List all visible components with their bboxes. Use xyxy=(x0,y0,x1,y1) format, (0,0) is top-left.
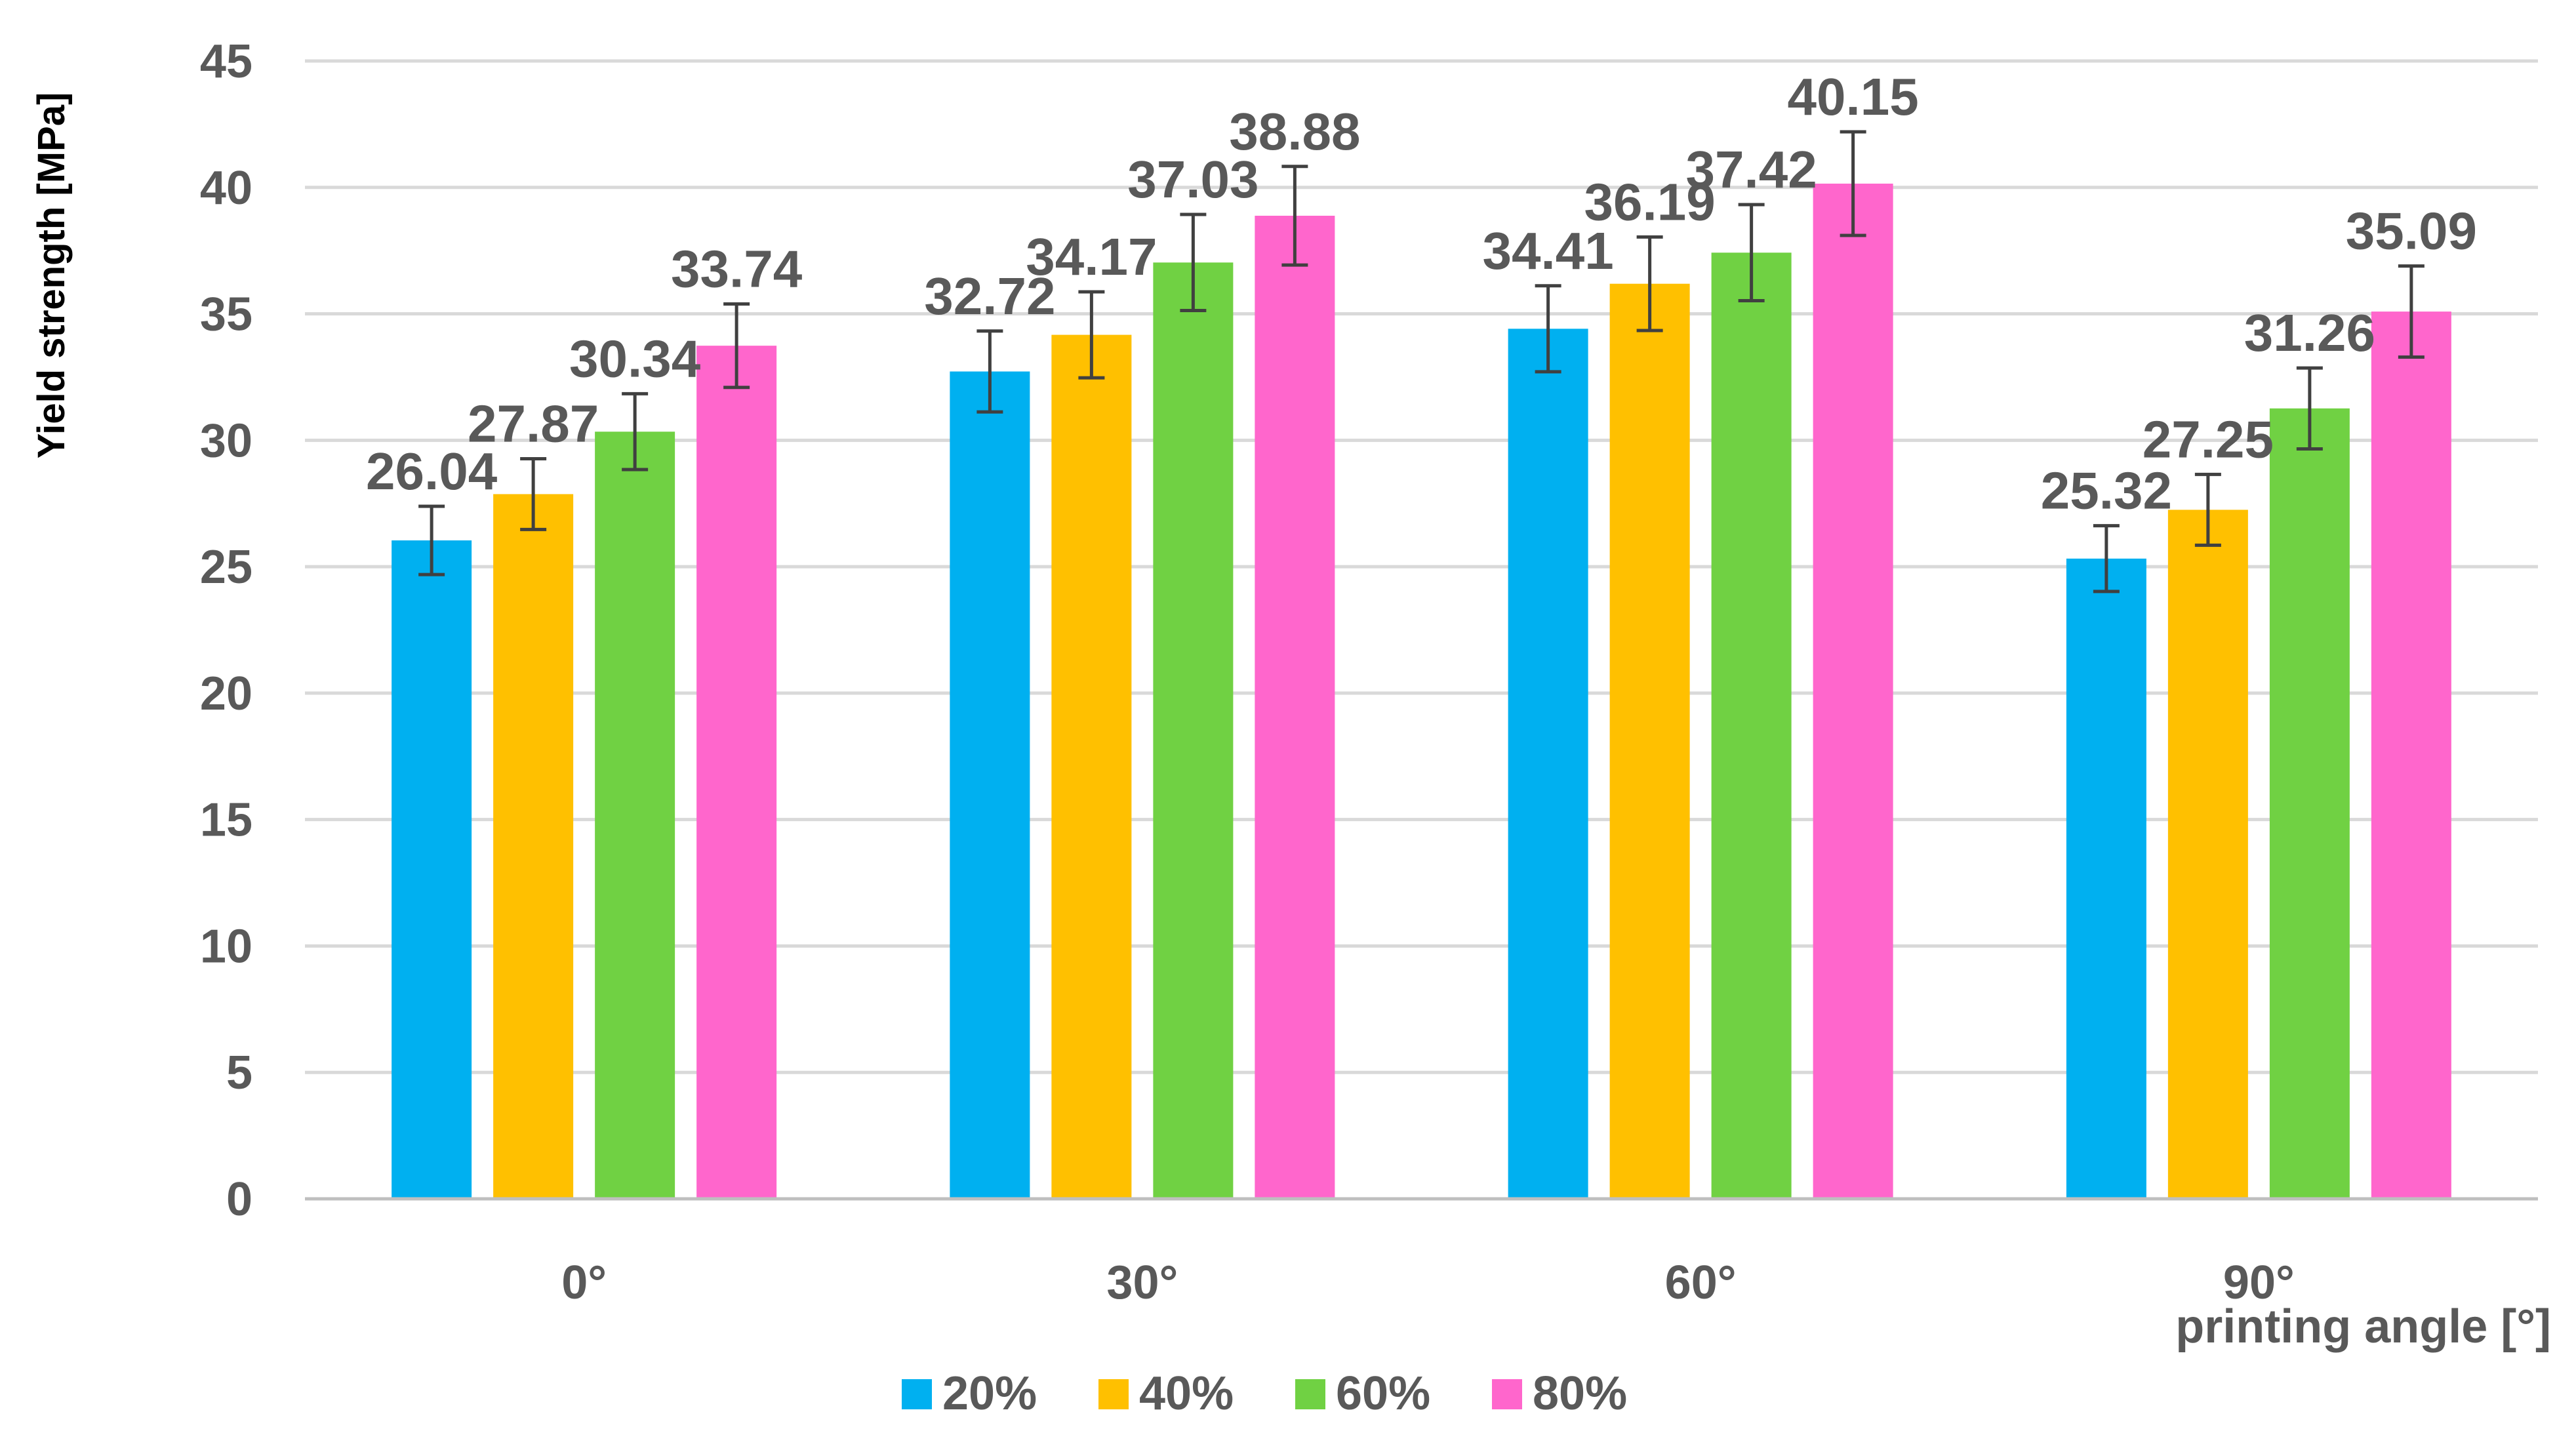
legend-swatch xyxy=(902,1379,932,1409)
bar xyxy=(2066,558,2146,1199)
y-tick-label: 0 xyxy=(226,1173,252,1226)
bar xyxy=(1711,252,1792,1199)
bars xyxy=(392,183,2451,1199)
data-label: 32.72 xyxy=(924,267,1055,325)
y-tick-label: 25 xyxy=(200,541,252,594)
data-label: 37.42 xyxy=(1686,140,1817,199)
y-axis: 0 5 10 15 20 25 30 35 40 45 xyxy=(200,35,252,1226)
data-label: 34.41 xyxy=(1483,222,1614,280)
x-axis-title: printing angle [°] xyxy=(2175,1300,2551,1353)
legend-label: 80% xyxy=(1533,1367,1627,1420)
x-tick-label: 30° xyxy=(1106,1257,1178,1309)
data-label: 27.87 xyxy=(468,394,599,453)
legend-swatch xyxy=(1098,1379,1129,1409)
legend-swatch xyxy=(1295,1379,1325,1409)
bar xyxy=(1508,329,1588,1199)
legend: 20% 40% 60% 80% xyxy=(902,1367,1627,1420)
data-label: 31.26 xyxy=(2244,304,2375,362)
data-label: 34.17 xyxy=(1026,228,1157,286)
bar xyxy=(1609,283,1690,1199)
x-tick-label: 60° xyxy=(1665,1257,1737,1309)
bar xyxy=(2167,510,2248,1199)
bar xyxy=(1051,334,1132,1199)
data-label: 26.04 xyxy=(366,442,498,500)
data-label: 40.15 xyxy=(1788,68,1919,126)
data-label: 25.32 xyxy=(2041,462,2172,520)
x-axis: 0° 30° 60° 90° xyxy=(305,1197,2538,1309)
x-tick-label: 90° xyxy=(2223,1257,2295,1309)
data-label: 36.19 xyxy=(1584,172,1716,231)
data-label: 27.25 xyxy=(2143,410,2274,468)
y-tick-label: 30 xyxy=(200,414,252,467)
bar xyxy=(2269,408,2350,1199)
bar xyxy=(696,346,777,1199)
bar xyxy=(1255,215,1335,1199)
data-label: 30.34 xyxy=(569,329,701,388)
data-label: 35.09 xyxy=(2346,202,2477,260)
y-tick-label: 40 xyxy=(200,162,252,214)
error-bars xyxy=(418,130,2425,594)
legend-label: 60% xyxy=(1336,1367,1430,1420)
y-axis-title: Yield strength [MPa] xyxy=(30,92,73,459)
bar xyxy=(1813,183,1893,1199)
bar xyxy=(595,432,675,1199)
data-label: 33.74 xyxy=(671,240,803,298)
bar xyxy=(950,371,1030,1199)
bar xyxy=(2371,312,2451,1199)
bar xyxy=(392,540,472,1199)
data-label: 38.88 xyxy=(1229,102,1360,161)
x-tick-label: 0° xyxy=(561,1257,607,1309)
bar xyxy=(493,494,574,1199)
legend-label: 20% xyxy=(942,1367,1037,1420)
bar xyxy=(1153,262,1234,1199)
y-tick-label: 15 xyxy=(200,794,252,847)
legend-swatch xyxy=(1492,1379,1522,1409)
legend-label: 40% xyxy=(1139,1367,1234,1420)
y-tick-label: 5 xyxy=(226,1047,252,1099)
y-tick-label: 20 xyxy=(200,668,252,720)
y-tick-label: 10 xyxy=(200,920,252,973)
y-tick-label: 45 xyxy=(200,35,252,88)
gridlines xyxy=(305,59,2538,1201)
y-tick-label: 35 xyxy=(200,289,252,341)
data-label: 37.03 xyxy=(1127,150,1258,209)
